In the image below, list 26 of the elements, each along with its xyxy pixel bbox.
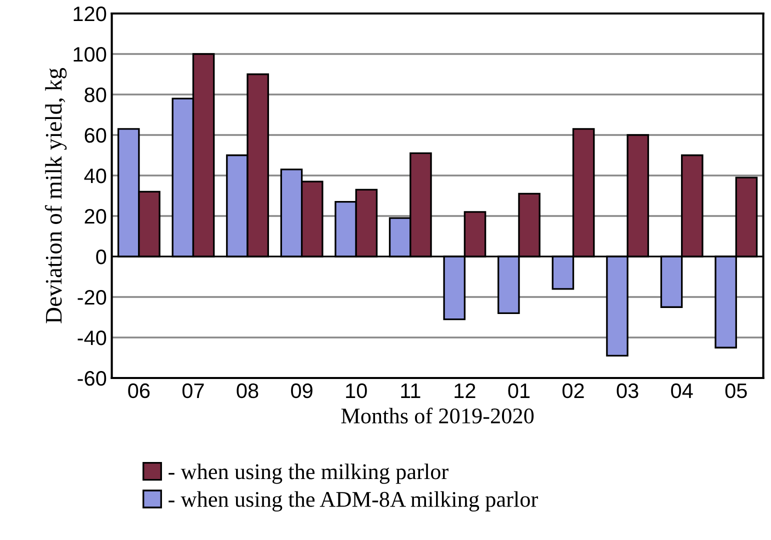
- y-tick-label: 40: [84, 168, 106, 184]
- y-tick-label: -20: [78, 290, 106, 305]
- y-tick-label: 100: [74, 47, 106, 62]
- x-tick-label: 01: [508, 383, 530, 398]
- x-tick-label: 12: [454, 383, 476, 398]
- legend-label: - when using the ADM-8A milking parlor: [168, 491, 538, 512]
- x-tick-label: 06: [128, 383, 150, 398]
- y-axis-title: Deviation of milk yield, kg: [44, 68, 67, 324]
- y-tick-label: 0: [96, 250, 106, 264]
- x-tick-label: 02: [562, 383, 584, 398]
- y-tick-label: -40: [78, 330, 106, 346]
- x-tick-label: 08: [236, 383, 258, 398]
- y-tick-label: 80: [84, 88, 106, 102]
- x-tick-label: 03: [616, 383, 638, 398]
- x-axis-title: Months of 2019-2020: [341, 408, 534, 424]
- y-tick-label: 120: [74, 6, 106, 22]
- x-tick-label: 05: [725, 383, 747, 398]
- legend-label: - when using the milking parlor: [168, 464, 448, 484]
- y-tick-label: 20: [84, 209, 106, 224]
- y-tick-label: 60: [84, 128, 106, 143]
- x-tick-label: 07: [182, 383, 204, 398]
- x-tick-label: 09: [291, 383, 312, 398]
- x-tick-label: 04: [671, 383, 693, 398]
- y-tick-label: -60: [78, 371, 106, 386]
- x-tick-label: 10: [346, 383, 367, 398]
- x-tick-label: 11: [401, 384, 420, 398]
